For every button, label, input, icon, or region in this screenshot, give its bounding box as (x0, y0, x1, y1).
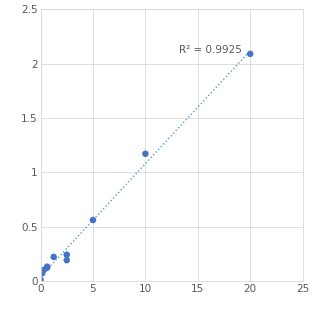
Point (38, 277, 43, 282)
Point (40, 271, 45, 276)
Point (45, 265, 50, 270)
Point (248, 51, 253, 56)
Point (45, 264, 50, 269)
Point (41, 267, 46, 272)
Text: R² = 0.9925: R² = 0.9925 (179, 45, 242, 55)
Point (143, 151, 148, 156)
Point (64, 252, 69, 257)
Point (90, 217, 95, 222)
Point (51, 254, 56, 259)
Point (64, 258, 69, 263)
